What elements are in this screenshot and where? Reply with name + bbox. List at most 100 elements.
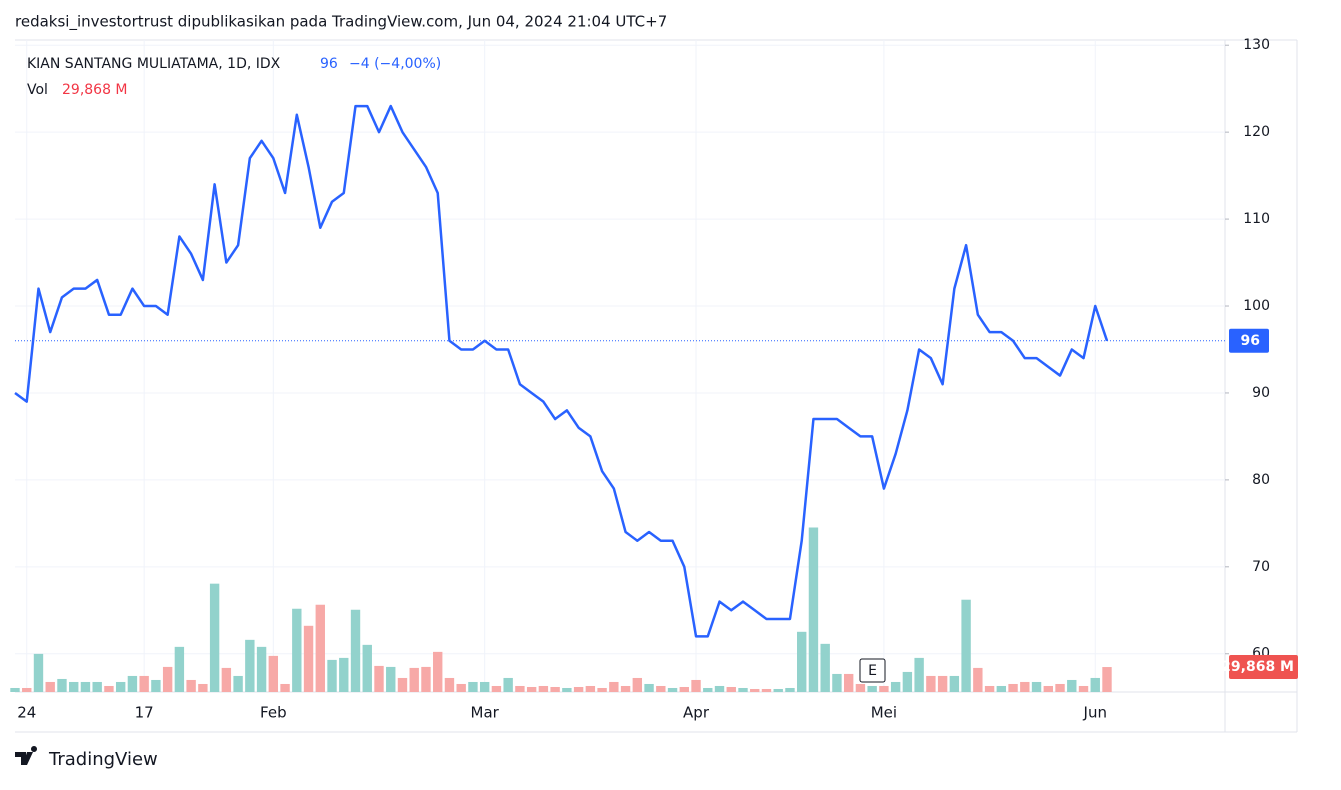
- volume-bar: [832, 673, 842, 692]
- volume-bar: [256, 646, 267, 692]
- volume-bar: [104, 685, 114, 692]
- x-tick-label: Mei: [871, 704, 897, 722]
- volume-bar: [33, 653, 44, 692]
- volume-bar: [726, 686, 736, 692]
- volume-bar: [515, 685, 525, 692]
- volume-bar: [973, 667, 983, 692]
- price-line: [14, 104, 1109, 638]
- volume-bar: [550, 686, 560, 692]
- volume-bar: [397, 677, 408, 692]
- tradingview-logo: [15, 745, 38, 765]
- earnings-box[interactable]: [859, 658, 886, 683]
- volume-bar: [1067, 679, 1077, 692]
- volume-bar: [421, 666, 431, 692]
- attribution: redaksi_investortrust dipublikasikan pad…: [15, 13, 667, 32]
- volume-bar: [820, 643, 830, 692]
- volume-bar: [585, 685, 596, 692]
- y-tick-label: 130: [1243, 37, 1270, 53]
- volume-bar: [738, 687, 748, 692]
- volume-bar: [115, 681, 126, 692]
- volume-bar: [1020, 681, 1030, 692]
- volume-bar: [350, 609, 361, 692]
- volume-bar: [703, 687, 713, 692]
- volume-bar: [644, 683, 654, 692]
- volume-bar: [902, 671, 913, 692]
- volume-bar: [456, 683, 466, 692]
- volume-bar: [1043, 685, 1053, 692]
- volume-bar: [538, 685, 549, 692]
- volume-bar: [879, 685, 889, 692]
- volume-bar: [57, 678, 67, 692]
- y-tick-label: 90: [1252, 385, 1270, 401]
- volume-bar: [491, 685, 502, 692]
- volume-bar: [914, 657, 924, 692]
- volume-bar: [843, 673, 854, 692]
- volume-bar: [797, 631, 807, 692]
- volume-bar: [151, 679, 161, 692]
- volume-bar: [292, 608, 302, 692]
- volume-bar: [597, 687, 607, 692]
- volume-bar: [926, 675, 936, 692]
- volume-bar: [45, 681, 55, 692]
- volume-bar: [620, 685, 631, 692]
- grid: [15, 40, 1225, 692]
- x-tick-label: Feb: [260, 704, 287, 722]
- volume-bar: [479, 681, 490, 692]
- x-tick-label: Jun: [1083, 704, 1107, 722]
- volume-bar: [233, 675, 243, 692]
- volume-bar: [808, 527, 819, 692]
- volume-bar: [656, 685, 666, 692]
- x-tick-label: Apr: [683, 704, 710, 722]
- y-tick-label: 110: [1243, 211, 1270, 227]
- volume-bar: [386, 666, 396, 692]
- volume-bar: [92, 681, 102, 692]
- volume-bar: [433, 651, 443, 692]
- y-tick-label: 100: [1243, 298, 1270, 314]
- volume-bar: [609, 681, 619, 692]
- y-tick-label: 70: [1252, 559, 1270, 575]
- volume-bar: [198, 683, 208, 692]
- price-change: −4 (−4,00%): [349, 56, 441, 72]
- volume-bar: [632, 677, 643, 692]
- volume-badge-label: 29,868 M: [1221, 659, 1294, 675]
- volume-bar: [890, 681, 901, 692]
- volume-bar: [209, 583, 220, 692]
- volume-bar: [444, 677, 455, 692]
- volume-bar: [773, 688, 783, 692]
- volume-bar: [996, 685, 1007, 692]
- volume-bar: [855, 683, 866, 692]
- volume-bar: [69, 681, 79, 692]
- y-tick-label: 80: [1252, 472, 1270, 488]
- volume-bar: [526, 686, 537, 692]
- volume-bar: [573, 686, 584, 692]
- volume-bar: [339, 657, 349, 692]
- symbol: KIAN SANTANG MULIATAMA, 1D, IDX: [27, 56, 281, 72]
- volume-bar: [245, 639, 255, 692]
- volume-bar: [562, 687, 572, 692]
- x-tick-label: Mar: [471, 704, 500, 722]
- volume-bar: [362, 644, 372, 692]
- volume-bar: [867, 685, 877, 692]
- last-price-badge: [1229, 328, 1269, 353]
- volume-bar: [667, 687, 678, 692]
- last-price-badge-label: 96: [1241, 333, 1260, 349]
- volume-bar: [268, 655, 279, 692]
- last-price: 96: [320, 56, 338, 72]
- earnings-marker[interactable]: E: [868, 663, 877, 679]
- volume-name: Vol: [27, 82, 48, 98]
- volume-bar: [468, 681, 478, 692]
- volume-bar: [10, 687, 20, 692]
- brand: TradingView: [48, 749, 158, 770]
- volume-bar: [503, 677, 513, 692]
- volume-bar: [714, 685, 725, 692]
- volume-bar: [327, 659, 337, 692]
- volume-value: 29,868 M: [62, 82, 128, 98]
- volume-bar: [937, 675, 948, 692]
- volume-bar: [949, 675, 960, 692]
- volume-bar: [761, 688, 772, 692]
- volume-bar: [315, 604, 325, 692]
- volume-bar: [961, 599, 971, 692]
- volume-badge: [1229, 655, 1298, 680]
